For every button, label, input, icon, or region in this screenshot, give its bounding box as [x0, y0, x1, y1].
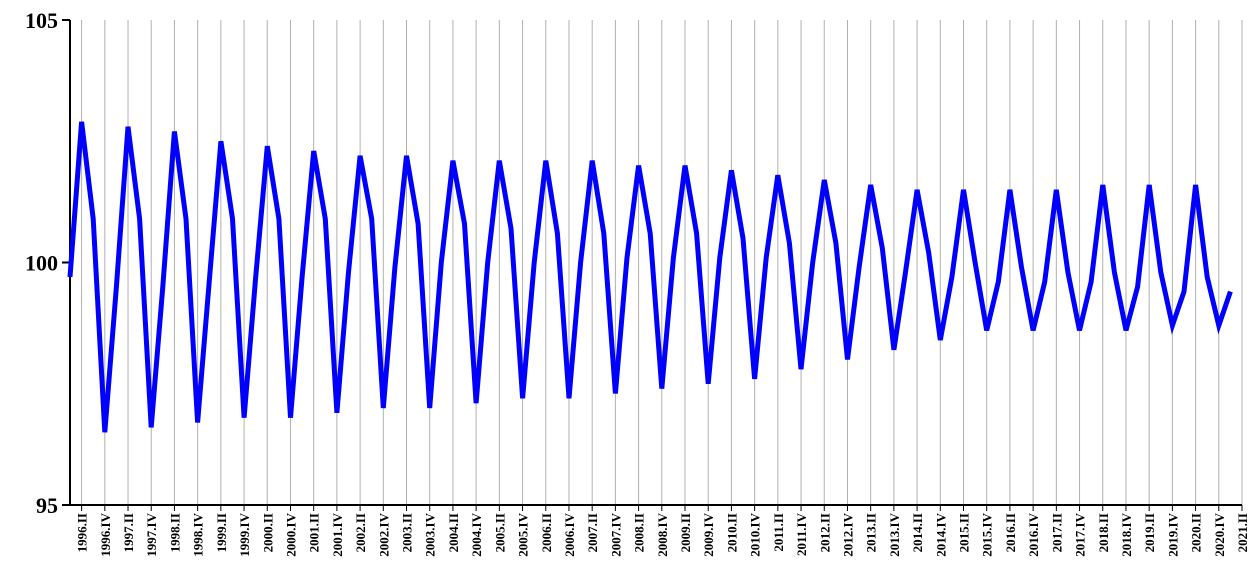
- x-tick-label: 2003.IV: [423, 512, 438, 556]
- x-tick-label: 2004.IV: [469, 512, 484, 556]
- x-tick-label: 2001.II: [307, 513, 322, 552]
- x-tick-label: 2009.II: [678, 513, 693, 552]
- x-tick-label: 1996.II: [75, 513, 90, 552]
- x-tick-label: 2002.IV: [376, 512, 391, 556]
- x-tick-label: 2008.II: [632, 513, 647, 552]
- series-layer: [67, 121, 1233, 433]
- x-tick-label: 1999.IV: [237, 512, 252, 556]
- x-tick-label: 2020.II: [1189, 513, 1204, 552]
- x-tick-label: 2006.IV: [562, 512, 577, 556]
- x-tick-label: 2012.II: [817, 513, 832, 552]
- x-tick-label: 2012.IV: [840, 512, 855, 556]
- x-tick-label: 1996.IV: [98, 512, 113, 556]
- vertical-gridlines: [81, 20, 1243, 505]
- x-tick-label: 2001.IV: [330, 512, 345, 556]
- x-tick-label: 2011.II: [771, 513, 786, 552]
- series-line-0: [67, 121, 1233, 433]
- y-tick-label: 100: [25, 251, 58, 276]
- x-tick-label: 1997.II: [121, 513, 136, 552]
- x-tick-label: 1997.IV: [144, 512, 159, 556]
- x-tick-label: 2008.IV: [655, 512, 670, 556]
- x-tick-label: 1999.II: [214, 513, 229, 552]
- x-tick-label: 2000.IV: [283, 512, 298, 556]
- x-tick-label: 2018.IV: [1119, 512, 1134, 556]
- x-tick-label: 2014.II: [910, 513, 925, 552]
- x-tick-label: 2017.IV: [1073, 512, 1088, 556]
- x-tick-label: 2011.IV: [794, 512, 809, 556]
- x-tick-label: 2015.IV: [980, 512, 995, 556]
- x-tick-label: 2002.II: [353, 513, 368, 552]
- x-tick-label: 2000.II: [260, 513, 275, 552]
- x-tick-label: 2021.II: [1235, 513, 1250, 552]
- y-tick-label: 95: [36, 493, 58, 518]
- x-tick-label: 2017.II: [1049, 513, 1064, 552]
- x-tick-label: 2016.IV: [1026, 512, 1041, 556]
- x-tick-label: 2019.II: [1142, 513, 1157, 552]
- x-tick-label: 2014.IV: [933, 512, 948, 556]
- x-tick-label: 2016.II: [1003, 513, 1018, 552]
- x-tick-label: 1998.II: [167, 513, 182, 552]
- x-tick-label: 2007.IV: [608, 512, 623, 556]
- x-axis-ticks: 1996.II 1996.IV 1997.II 1997.IV 1998.II 1998.…: [75, 505, 1250, 557]
- x-tick-label: 2019.IV: [1165, 512, 1180, 556]
- x-tick-label: 2006.II: [539, 513, 554, 552]
- x-tick-label: 2013.IV: [887, 512, 902, 556]
- x-tick-label: 2004.II: [446, 513, 461, 552]
- x-tick-label: 2007.II: [585, 513, 600, 552]
- x-tick-label: 2009.IV: [701, 512, 716, 556]
- x-tick-label: 2010.IV: [748, 512, 763, 556]
- x-tick-label: 2018.II: [1096, 513, 1111, 552]
- x-tick-label: 2003.II: [400, 513, 415, 552]
- x-tick-label: 2005.II: [492, 513, 507, 552]
- x-tick-label: 2010.II: [724, 513, 739, 552]
- x-tick-label: 2005.IV: [516, 512, 531, 556]
- x-tick-label: 2020.IV: [1212, 512, 1227, 556]
- x-tick-label: 1998.IV: [191, 512, 206, 556]
- x-tick-label: 2015.II: [957, 513, 972, 552]
- y-tick-label: 105: [25, 8, 58, 33]
- y-axis-ticks: 95 100 105: [25, 8, 70, 518]
- x-tick-label: 2013.II: [864, 513, 879, 552]
